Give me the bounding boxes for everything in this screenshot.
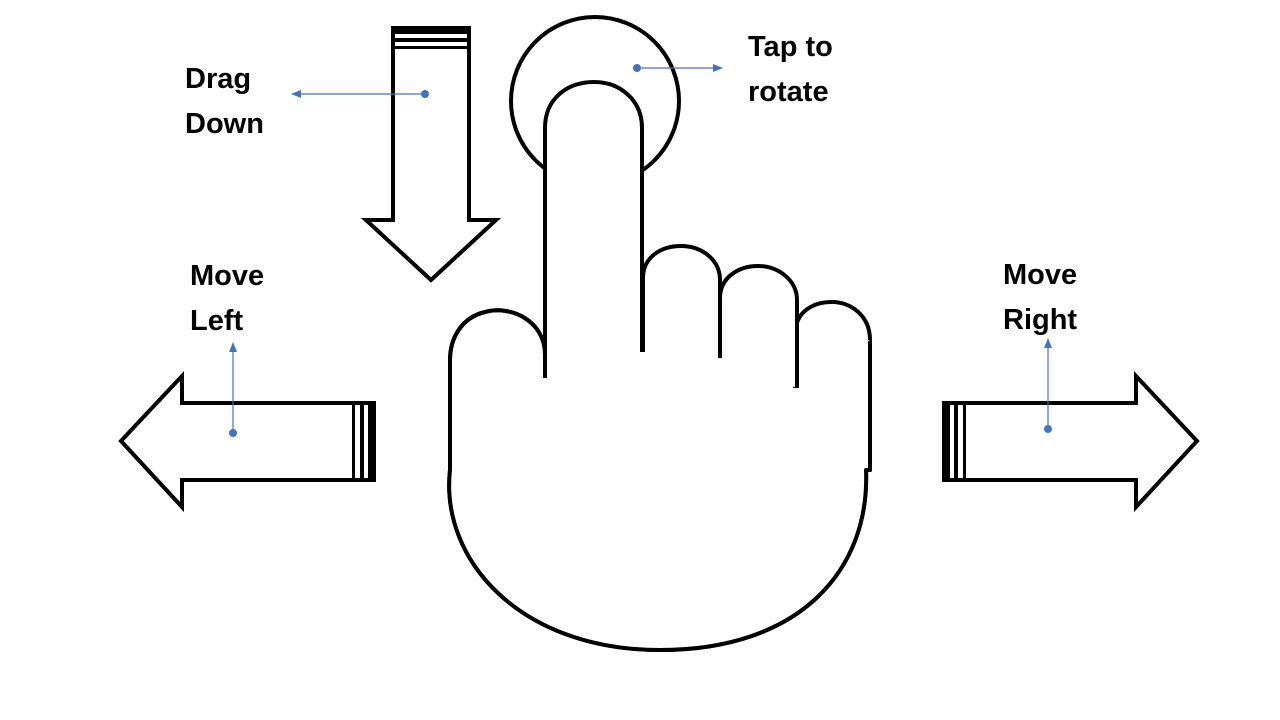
label-drag-down-line2: Down — [185, 108, 264, 140]
connector-drag-down — [291, 90, 429, 98]
label-move-right-line1: Move — [1003, 259, 1078, 291]
label-move-left: Move Left — [190, 254, 264, 344]
pointing-hand-icon — [447, 79, 872, 652]
label-move-left-line1: Move — [190, 260, 265, 292]
label-tap-to-rotate: Tap to rotate — [748, 25, 833, 115]
connector-move-left — [229, 342, 237, 437]
label-tap-to-rotate-line1: Tap to — [748, 31, 833, 63]
label-move-right: Move Right — [1003, 253, 1077, 343]
label-drag-down: Drag Down — [185, 57, 264, 147]
label-drag-down-line1: Drag — [185, 63, 252, 95]
arrow-right-icon — [942, 370, 1200, 513]
arrow-left-icon — [118, 370, 376, 513]
arrow-down-icon — [360, 26, 502, 283]
label-move-right-line2: Right — [1003, 304, 1078, 336]
label-tap-to-rotate-line2: rotate — [748, 76, 829, 108]
connector-tap-rotate — [633, 64, 723, 72]
connector-move-right — [1044, 338, 1052, 433]
label-move-left-line2: Left — [190, 305, 244, 337]
